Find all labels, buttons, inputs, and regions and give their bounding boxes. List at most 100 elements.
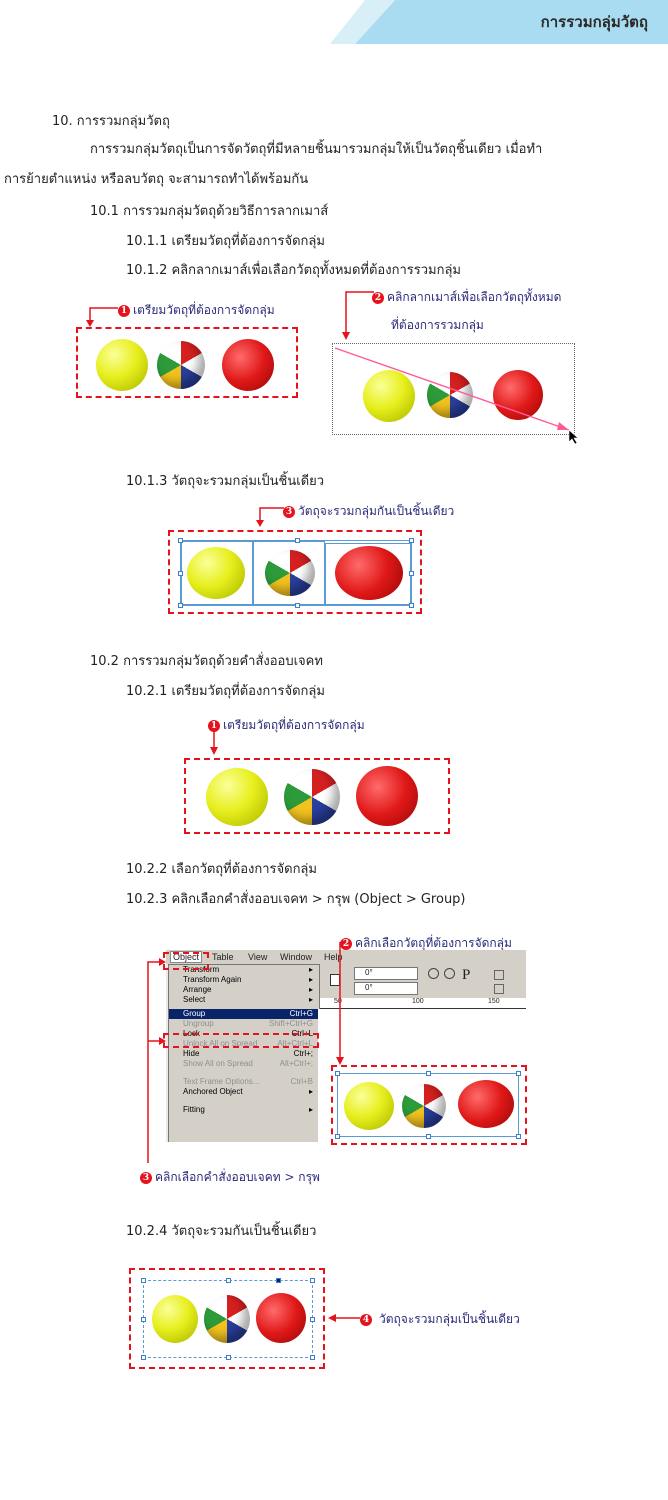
tomato-icon: [356, 766, 418, 826]
selection-handle[interactable]: [295, 538, 300, 543]
beach-ball-icon: [284, 769, 340, 825]
beach-ball-icon: [265, 550, 315, 596]
selection-handle[interactable]: [516, 1134, 521, 1139]
selection-handle[interactable]: [409, 603, 414, 608]
selection-handle[interactable]: [335, 1134, 340, 1139]
menu-item-transform-again[interactable]: Transform Again ▸: [183, 975, 313, 984]
section-heading: 10. การรวมกลุ่มวัตถุ: [52, 114, 170, 129]
tennis-ball-icon: [152, 1295, 198, 1343]
callout3: 3 วัตถุจะรวมกลุ่มกันเป็นชิ้นเดียว: [283, 502, 454, 521]
ruler-150: 150: [488, 998, 500, 1005]
callout2-text-1: คลิกลากเมาส์เพื่อเลือกวัตถุทั้งหมด: [387, 290, 562, 304]
tomato-icon: [256, 1293, 306, 1343]
part2-callout4-text: วัตถุจะรวมกลุ่มเป็นชิ้นเดียว: [379, 1312, 520, 1326]
menubar: Object Table View Window Help: [166, 950, 526, 964]
selection-handle[interactable]: [295, 603, 300, 608]
selection-handle[interactable]: [178, 538, 183, 543]
menu-table[interactable]: Table: [212, 952, 234, 962]
selection-handle[interactable]: [178, 603, 183, 608]
menu-item-fitting[interactable]: Fitting ▸: [183, 1105, 313, 1114]
menu-window[interactable]: Window: [280, 952, 313, 962]
selection-handle[interactable]: [141, 1355, 146, 1360]
number-badge: 2: [340, 937, 352, 950]
selection-handle[interactable]: [178, 571, 183, 576]
menu-item-select[interactable]: Select ▸: [183, 995, 313, 1004]
menu-item-hide[interactable]: Hide Ctrl+;: [183, 1049, 313, 1058]
number-badge: 1: [208, 719, 220, 732]
canvas-objects-highlight: [331, 1065, 527, 1145]
callout1-arrow: [86, 307, 118, 327]
tomato-icon: [458, 1080, 514, 1128]
selection-handle[interactable]: [516, 1071, 521, 1076]
selection-handle[interactable]: [310, 1278, 315, 1283]
menu-view[interactable]: View: [248, 952, 268, 962]
menu-item-arrange[interactable]: Arrange ▸: [183, 985, 313, 994]
selection-handle[interactable]: [226, 1355, 231, 1360]
part2-title: 10.2 การรวมกลุ่มวัตถุด้วยคำสั่งออบเจคท: [90, 654, 323, 669]
rotate-icon[interactable]: [428, 968, 439, 979]
selection-handle[interactable]: [426, 1071, 431, 1076]
drag-selection-area[interactable]: [332, 343, 575, 435]
part2-prepare-box: [184, 758, 450, 834]
selection-handle[interactable]: [426, 1134, 431, 1139]
menu-help[interactable]: Help: [324, 952, 343, 962]
tennis-ball-icon: [363, 370, 415, 422]
part2-step1: 10.2.1 เตรียมวัตถุที่ต้องการจัดกลุ่ม: [126, 684, 325, 699]
control-toolbar: 0° 0° P: [316, 964, 526, 999]
part1-title: 10.1 การรวมกลุ่มวัตถุด้วยวิธีการลากเมาส์: [90, 204, 329, 219]
ruler-50: 50: [334, 998, 342, 1005]
selection-handle[interactable]: [409, 571, 414, 576]
group-bounding-box: [178, 538, 414, 608]
menu-item-ungroup[interactable]: Ungroup Shift+Ctrl+G: [183, 1019, 313, 1028]
ruler-100: 100: [412, 998, 424, 1005]
callout4-arrow: [328, 1314, 360, 1322]
number-badge: 1: [118, 304, 130, 317]
final-group-box: [129, 1268, 325, 1369]
menu-item-text-frame-options[interactable]: Text Frame Options... Ctrl+B: [183, 1077, 313, 1086]
tomato-icon: [222, 339, 274, 391]
menu-item-anchored-object[interactable]: Anchored Object ▸: [183, 1087, 313, 1096]
selection-handle[interactable]: [310, 1355, 315, 1360]
header-band: การรวมกลุ่มวัตถุ: [0, 0, 668, 44]
tennis-ball-icon: [187, 547, 245, 599]
part2-callout4: 4 วัตถุจะรวมกลุ่มเป็นชิ้นเดียว: [360, 1310, 520, 1329]
beach-ball-icon: [204, 1295, 250, 1343]
selection-handle[interactable]: [226, 1278, 231, 1283]
number-badge: 3: [283, 505, 295, 518]
distribute-icon[interactable]: [494, 984, 504, 994]
part2-step4: 10.2.4 วัตถุจะรวมกันเป็นชิ้นเดียว: [126, 1224, 317, 1239]
object-menu: Transform ▸ Transform Again ▸ Arrange ▸ Sel…: [168, 964, 320, 1142]
part2-callout1-text: เตรียมวัตถุที่ต้องการจัดกลุ่ม: [223, 718, 365, 732]
shear-angle-field[interactable]: 0°: [354, 982, 418, 995]
group-dotted-frame: [141, 1278, 315, 1360]
number-badge: 3: [140, 1171, 152, 1184]
align-icon[interactable]: [494, 970, 504, 980]
page-title: การรวมกลุ่มวัตถุ: [540, 13, 648, 31]
callout2: 2 คลิกลากเมาส์เพื่อเลือกวัตถุทั้งหมด: [372, 288, 561, 307]
beach-ball-icon: [157, 341, 205, 389]
menu-item-show-all[interactable]: Show All on Spread Alt+Ctrl+;: [183, 1059, 313, 1068]
part1-step3: 10.1.3 วัตถุจะรวมกลุ่มเป็นชิ้นเดียว: [126, 474, 325, 489]
selection-handle[interactable]: [141, 1278, 146, 1283]
tennis-ball-icon: [96, 339, 148, 391]
menu-item-group[interactable]: Group Ctrl+G: [169, 1009, 319, 1019]
text-p-icon[interactable]: P: [462, 967, 471, 983]
selection-handle[interactable]: [409, 538, 414, 543]
rotate-angle-field[interactable]: 0°: [354, 967, 418, 980]
selection-handle[interactable]: [335, 1071, 340, 1076]
selection-handle[interactable]: [141, 1317, 146, 1322]
part1-step1: 10.1.1 เตรียมวัตถุที่ต้องการจัดกลุ่ม: [126, 234, 325, 249]
group-bounding-box: [335, 1071, 521, 1139]
part2-callout2-text: คลิกเลือกวัตถุที่ต้องการจัดกลุ่ม: [355, 936, 512, 950]
drag-line: [334, 347, 570, 431]
callout1: 1 เตรียมวัตถุที่ต้องการจัดกลุ่ม: [118, 301, 275, 320]
number-badge: 2: [372, 291, 384, 304]
menu-item-unlock-all[interactable]: Unlock All on Spread Alt+Ctrl+L: [183, 1039, 313, 1048]
number-badge: 4: [360, 1313, 372, 1326]
grouped-objects-box: [168, 530, 422, 614]
callout1-text: เตรียมวัตถุที่ต้องการจัดกลุ่ม: [133, 303, 275, 317]
rotate-ccw-icon[interactable]: [444, 968, 455, 979]
selection-handle[interactable]: [276, 1278, 281, 1283]
menu-object[interactable]: Object: [170, 951, 203, 963]
selection-handle[interactable]: [310, 1317, 315, 1322]
